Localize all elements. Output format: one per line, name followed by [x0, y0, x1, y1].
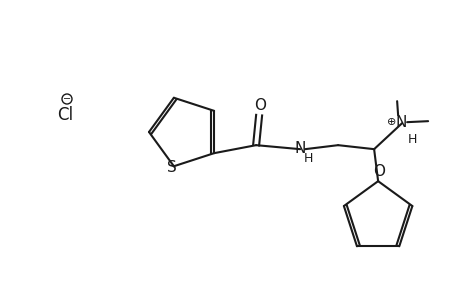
- Text: S: S: [167, 160, 176, 175]
- Text: N: N: [294, 141, 305, 156]
- Text: H: H: [303, 152, 312, 165]
- Text: O: O: [253, 98, 266, 113]
- Text: ⊕: ⊕: [386, 117, 396, 127]
- Text: Cl: Cl: [57, 106, 73, 124]
- Text: −: −: [63, 94, 71, 104]
- Text: N: N: [395, 115, 406, 130]
- Text: H: H: [407, 133, 416, 146]
- Text: O: O: [372, 164, 384, 179]
